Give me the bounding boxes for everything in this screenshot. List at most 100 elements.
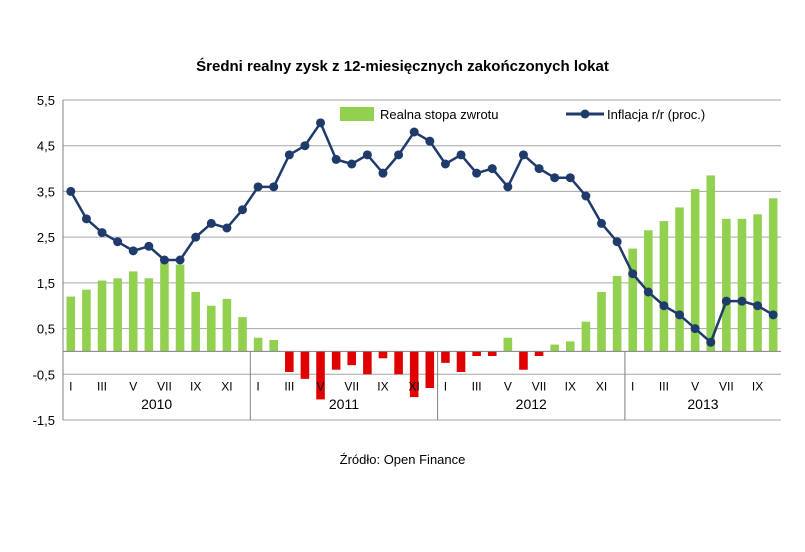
legend-label-bar: Realna stopa zwrotu [380, 107, 499, 122]
inflation-point [378, 168, 388, 178]
bar [160, 262, 169, 352]
month-label: V [129, 380, 137, 394]
month-label: III [472, 380, 482, 394]
inflation-point [66, 186, 76, 196]
chart-title: Średni realny zysk z 12-miesięcznych zak… [196, 58, 609, 75]
bar [222, 298, 232, 352]
bar [487, 351, 497, 356]
inflation-point [425, 136, 435, 146]
inflation-point [581, 191, 591, 201]
year-label: 2011 [329, 396, 359, 412]
legend: Realna stopa zwrotu Inflacja r/r (proc.) [340, 107, 705, 122]
inflation-point [269, 182, 279, 192]
month-label: XI [409, 380, 420, 394]
legend-label-line: Inflacja r/r (proc.) [607, 107, 705, 122]
inflation-point [222, 223, 232, 233]
bar [347, 351, 357, 366]
inflation-point [753, 301, 763, 311]
bar [690, 189, 700, 352]
bar [144, 278, 154, 352]
axis-layer: -1,5-0,50,51,52,53,54,55,5I III V VII IX XI20… [33, 93, 781, 428]
bar [363, 351, 372, 375]
month-label: VII [344, 380, 359, 394]
inflation-point [721, 296, 731, 306]
month-label: VII [719, 380, 734, 394]
month-label: VII [532, 380, 547, 394]
bar [503, 337, 513, 352]
bar [331, 351, 341, 370]
month-label: IX [752, 380, 763, 394]
source-note: Źródło: Open Finance [339, 452, 466, 467]
inflation-point [737, 296, 747, 306]
month-label: V [504, 380, 512, 394]
bar [706, 175, 716, 352]
inflation-point [472, 168, 482, 178]
bar [581, 321, 591, 352]
inflation-point [659, 301, 669, 311]
inflation-point [440, 159, 450, 169]
line-layer [66, 118, 778, 347]
month-label: V [317, 380, 325, 394]
bar [66, 296, 76, 352]
y-tick-label: 0,5 [37, 322, 55, 337]
inflation-point [565, 173, 575, 183]
bar [675, 207, 684, 352]
bar [519, 351, 528, 370]
bar [191, 292, 200, 352]
month-label: III [97, 380, 107, 394]
inflation-point [81, 214, 91, 224]
inflation-point [394, 150, 404, 160]
inflation-point [675, 310, 685, 320]
month-label: IX [565, 380, 576, 394]
y-tick-label: 1,5 [37, 276, 55, 291]
bar [472, 351, 481, 356]
bar [378, 351, 388, 359]
bar [534, 351, 544, 356]
inflation-point [191, 232, 201, 242]
y-tick-label: 4,5 [37, 139, 55, 154]
bar [425, 351, 435, 388]
bar [550, 344, 559, 352]
inflation-point [628, 269, 638, 279]
bar [300, 351, 310, 379]
bar [565, 341, 575, 352]
bar [597, 292, 606, 352]
month-label: III [284, 380, 294, 394]
bars-layer [66, 175, 778, 400]
inflation-point [550, 173, 560, 183]
bar [97, 280, 107, 352]
inflation-point [503, 182, 513, 192]
inflation-point [409, 127, 419, 137]
bar [768, 198, 778, 352]
inflation-point [331, 154, 341, 164]
inflation-point [362, 150, 372, 160]
y-tick-label: 3,5 [37, 184, 55, 199]
month-label: XI [596, 380, 607, 394]
inflation-point [238, 205, 247, 215]
year-label: 2010 [141, 396, 172, 412]
y-tick-label: -0,5 [33, 367, 55, 382]
inflation-point [690, 324, 700, 334]
y-tick-label: 2,5 [37, 230, 55, 245]
month-label: IX [377, 380, 388, 394]
inflation-point [456, 150, 466, 160]
inflation-point [253, 182, 263, 192]
inflation-point [768, 310, 778, 320]
inflation-point [706, 337, 716, 347]
month-label: IX [190, 380, 201, 394]
inflation-point [612, 237, 622, 247]
bar [285, 351, 294, 372]
bar [113, 278, 122, 352]
inflation-point [518, 150, 528, 160]
bar [253, 337, 263, 352]
inflation-point [316, 118, 326, 128]
bar [753, 214, 762, 352]
bar [722, 218, 731, 352]
inflation-point [175, 255, 185, 265]
bar [456, 351, 466, 372]
bar [628, 248, 638, 352]
year-label: 2012 [516, 396, 547, 412]
inflation-point [144, 241, 154, 251]
month-label: XI [221, 380, 232, 394]
